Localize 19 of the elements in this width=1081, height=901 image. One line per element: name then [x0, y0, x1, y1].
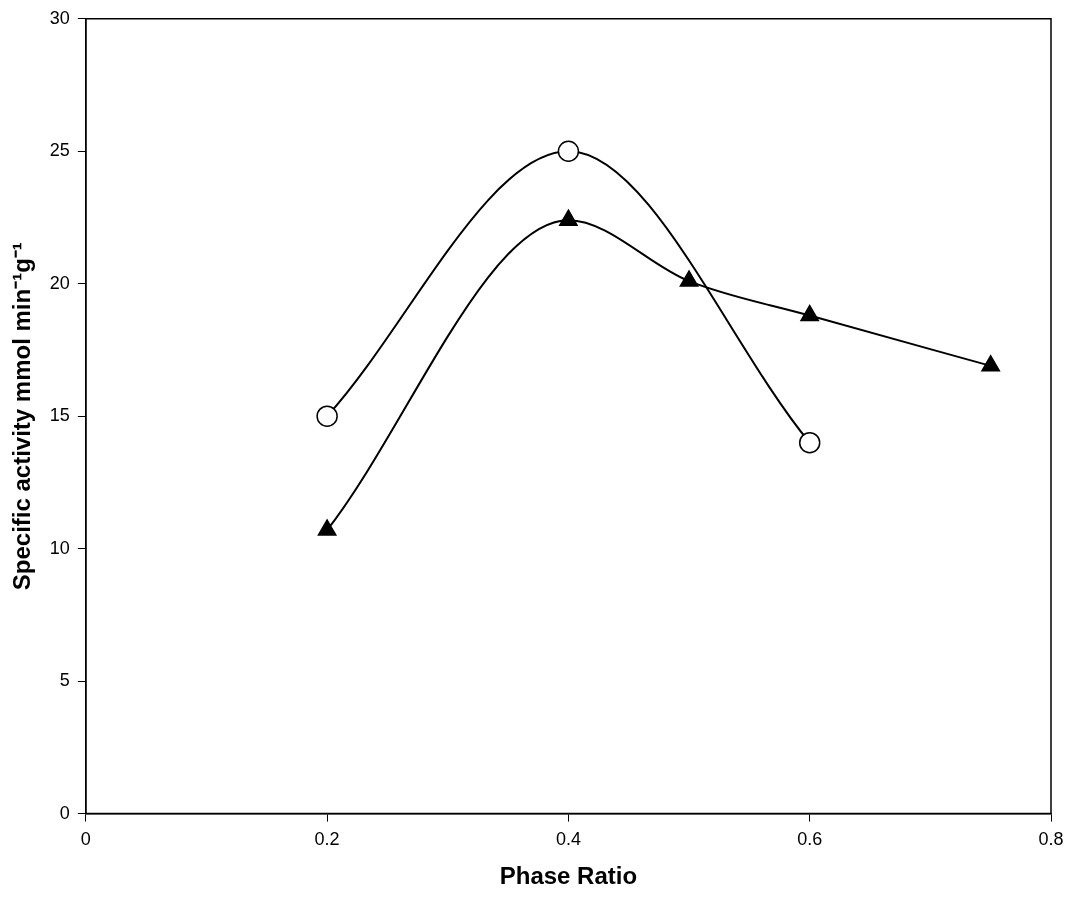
point — [981, 355, 1001, 372]
point — [559, 209, 578, 226]
y-tick-label: 30 — [49, 7, 70, 28]
y-tick-label: 15 — [49, 405, 70, 426]
point — [800, 304, 820, 322]
x-tick-label: 0 — [80, 829, 91, 850]
point — [317, 519, 337, 536]
x-tick-label: 0.2 — [314, 829, 340, 850]
y-tick-label: 5 — [59, 670, 70, 691]
y-tick-label: 20 — [49, 272, 70, 293]
point — [679, 270, 699, 287]
x-tick-label: 0.8 — [1038, 829, 1064, 850]
y-tick-label: 25 — [49, 140, 70, 161]
x-tick-label: 0.6 — [797, 829, 823, 850]
y-tick-label: 0 — [59, 802, 70, 823]
x-tick-label: 0.4 — [555, 829, 581, 850]
x-axis-title: Phase Ratio — [499, 862, 638, 890]
y-axis-title: Specific activity mmol min⁻¹g⁻¹ — [8, 242, 36, 591]
y-tick-label: 10 — [49, 537, 70, 558]
